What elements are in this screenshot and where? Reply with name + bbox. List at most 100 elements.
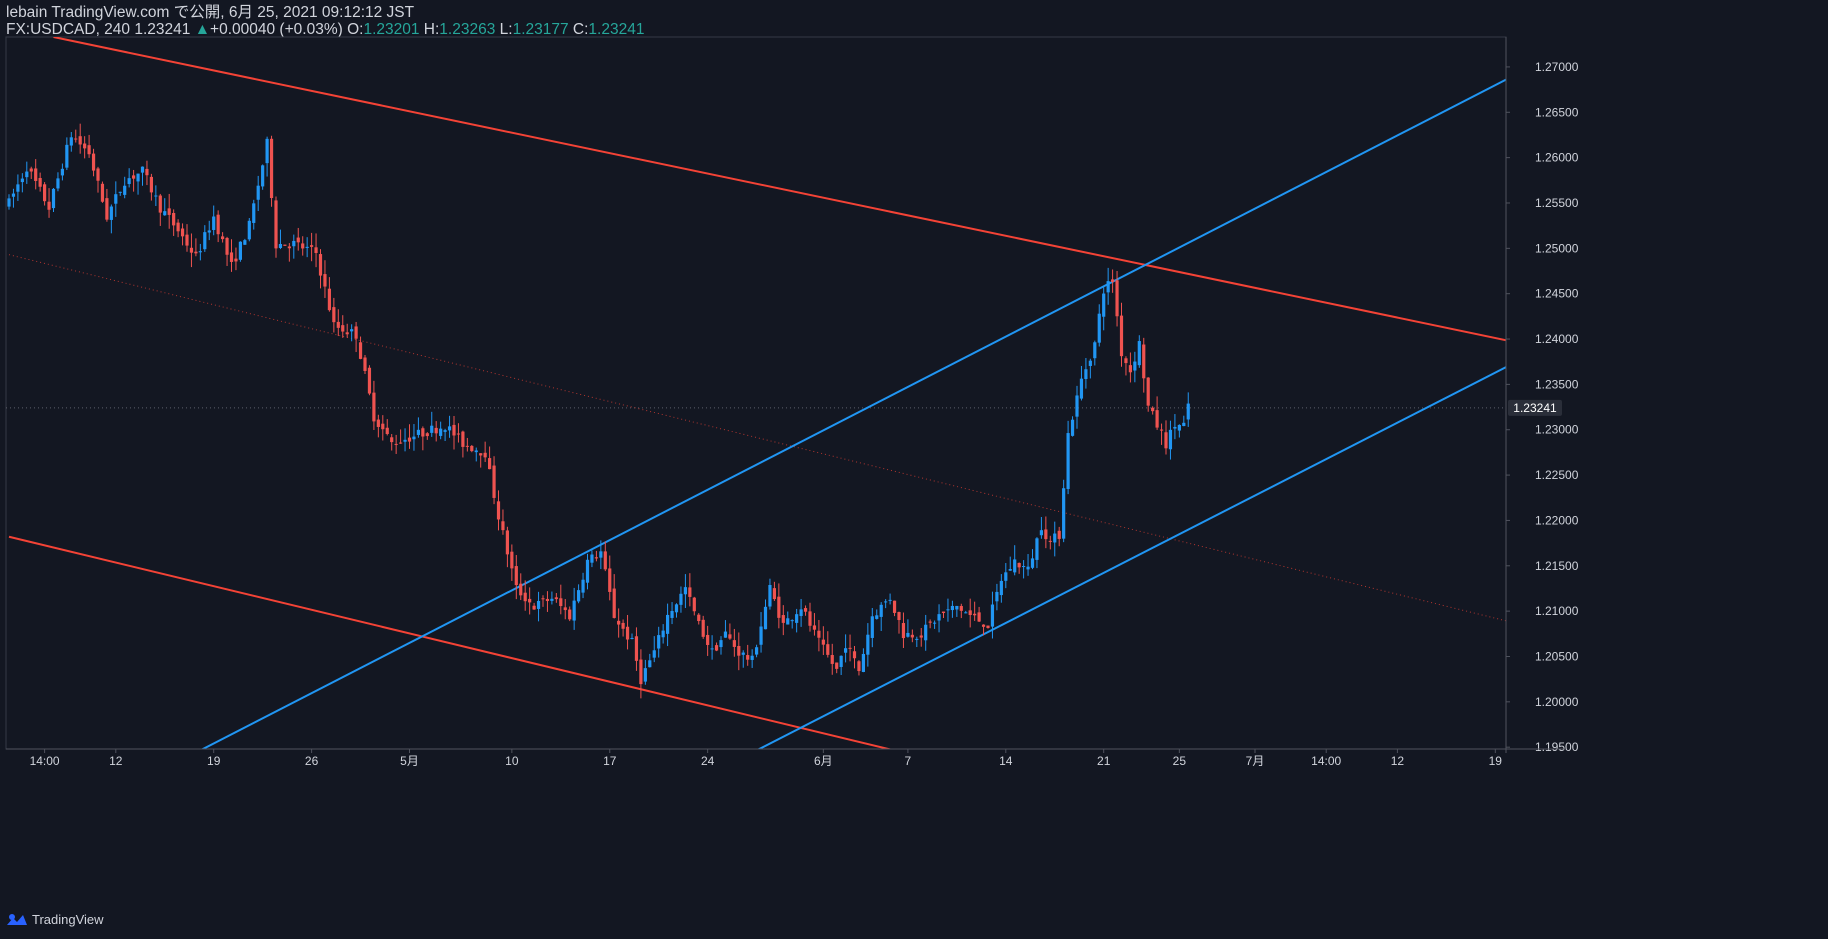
x-tick-label: 14:00 (30, 754, 60, 768)
candle-down (461, 431, 465, 447)
candle-down (287, 246, 291, 249)
candle-down (492, 465, 496, 498)
candle-down (465, 445, 469, 447)
candle-down (323, 274, 327, 287)
candle-down (1159, 429, 1164, 431)
candle-up (1079, 378, 1084, 399)
x-tick-label: 21 (1097, 754, 1111, 768)
x-tick-label: 7 (905, 754, 912, 768)
candle-down (568, 609, 572, 620)
change-arrow-icon: ▲ (194, 21, 211, 38)
candle-down (1048, 540, 1052, 542)
candle-down (399, 442, 403, 444)
candle-down (78, 136, 82, 145)
candle-down (341, 325, 345, 332)
y-tick-label: 1.20000 (1535, 695, 1579, 709)
x-tick-label: 10 (505, 754, 519, 768)
candle-up (1173, 426, 1177, 429)
candle-up (1070, 419, 1075, 436)
candle-down (612, 588, 616, 618)
candle-down (176, 222, 180, 232)
candle-down (714, 645, 719, 651)
candle-down (968, 610, 972, 615)
candle-up (946, 609, 950, 611)
axes[interactable]: 1.19500 1.20000 1.20500 1.21000 1.21500 1.220… (6, 37, 1579, 768)
candle-down (1017, 562, 1021, 568)
candle-up (844, 648, 848, 653)
candle-up (25, 171, 29, 178)
candle-down (545, 598, 550, 602)
candle-down (189, 247, 194, 253)
candle-down (452, 424, 456, 436)
candle-down (1111, 279, 1115, 282)
candle-up (20, 178, 24, 183)
candle-down (897, 612, 901, 621)
candle-up (278, 244, 283, 248)
candle-up (203, 232, 207, 250)
chart-grid (5, 36, 1507, 750)
candle-down (688, 587, 692, 597)
candle-down (781, 615, 785, 623)
candle-up (7, 198, 11, 207)
candle-down (100, 183, 105, 202)
x-tick-label: 12 (1391, 754, 1405, 768)
chart-header: lebain TradingView.com で公開, 6月 25, 2021 … (6, 4, 644, 38)
candle-down (621, 622, 625, 629)
candle-up (884, 601, 888, 603)
candle-up (127, 178, 131, 184)
candle-up (305, 246, 309, 248)
candle-up (1182, 422, 1186, 427)
x-tick-label: 5月 (400, 754, 419, 768)
symbol-label[interactable]: FX:USDCAD, 240 (6, 21, 131, 38)
y-tick-label: 1.22500 (1535, 468, 1579, 482)
candle-up (674, 604, 679, 613)
candle-up (795, 614, 799, 623)
y-tick-label: 1.21500 (1535, 559, 1579, 573)
candle-up (1137, 341, 1141, 366)
candle-down (434, 427, 438, 434)
candle-up (109, 206, 113, 220)
candle-down (803, 608, 808, 612)
candle-up (1039, 530, 1043, 536)
candle-up (439, 428, 443, 436)
candle-down (269, 138, 274, 199)
candle-up (65, 144, 69, 168)
channel-line-red-mid (8, 254, 1506, 622)
candle-down (363, 357, 367, 371)
tradingview-brand[interactable]: TradingView (6, 912, 104, 927)
candle-down (772, 588, 776, 600)
candle-up (648, 660, 652, 668)
x-tick-label: 17 (603, 754, 617, 768)
candle-down (986, 625, 990, 628)
ohlc-legend: FX:USDCAD, 240 1.23241 ▲+0.00040 (+0.03%… (6, 21, 644, 38)
candle-down (746, 655, 750, 660)
candle-down (47, 201, 51, 210)
change-label: +0.00040 (+0.03%) (210, 21, 343, 38)
candle-down (456, 433, 461, 435)
candle-down (910, 634, 914, 638)
candle-down (274, 200, 278, 249)
candle-down (821, 639, 825, 645)
y-tick-label: 1.24500 (1535, 287, 1579, 301)
candle-down (532, 605, 536, 610)
low-value: 1.23177 (512, 21, 569, 38)
candle-up (1008, 569, 1012, 571)
candle-down (634, 636, 639, 661)
candle-up (416, 429, 420, 435)
candle-up (750, 655, 754, 660)
candle-down (1146, 377, 1150, 406)
candle-up (60, 168, 64, 176)
candle-up (154, 195, 158, 197)
candle-up (666, 614, 670, 634)
x-tick-label: 19 (207, 754, 221, 768)
candle-down (728, 634, 732, 639)
candle-up (924, 624, 928, 641)
candle-up (670, 610, 674, 618)
candle-down (941, 611, 946, 613)
last-price-label: 1.23241 (134, 21, 191, 38)
candle-down (835, 662, 839, 669)
candle-down (901, 623, 906, 639)
candle-up (11, 193, 16, 197)
trend-channels[interactable] (8, 37, 1522, 753)
